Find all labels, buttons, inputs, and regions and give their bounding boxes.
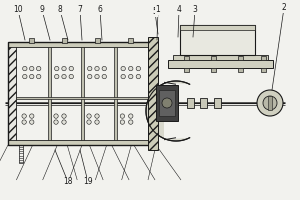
Bar	[113, 47, 116, 140]
Bar	[156, 85, 178, 121]
Polygon shape	[146, 81, 190, 141]
Text: 9: 9	[40, 5, 44, 15]
Text: 18: 18	[63, 178, 73, 186]
Bar	[168, 60, 273, 68]
Bar	[187, 98, 194, 108]
Bar	[214, 98, 221, 108]
Text: 6: 6	[98, 5, 102, 15]
Circle shape	[102, 66, 106, 71]
Circle shape	[263, 96, 277, 110]
Circle shape	[87, 120, 91, 124]
Circle shape	[22, 114, 26, 118]
Circle shape	[37, 74, 41, 79]
Bar	[16, 97, 148, 99]
Circle shape	[95, 66, 99, 71]
Bar	[8, 42, 16, 145]
Circle shape	[22, 120, 26, 124]
Circle shape	[88, 74, 92, 79]
Text: 4: 4	[177, 5, 182, 15]
Bar	[62, 38, 67, 43]
Text: 3: 3	[193, 5, 197, 15]
Bar	[47, 47, 50, 140]
Circle shape	[102, 74, 106, 79]
Bar	[211, 56, 215, 60]
Circle shape	[69, 66, 74, 71]
Circle shape	[95, 120, 99, 124]
Circle shape	[87, 114, 91, 118]
Bar	[159, 90, 175, 116]
Circle shape	[55, 66, 59, 71]
Text: 1: 1	[156, 5, 161, 15]
Text: 8: 8	[58, 5, 62, 15]
Bar	[148, 42, 156, 145]
Text: 7: 7	[78, 5, 82, 15]
Bar	[128, 38, 133, 43]
Circle shape	[37, 66, 41, 71]
Bar	[8, 42, 156, 145]
Circle shape	[129, 66, 133, 71]
Circle shape	[257, 90, 283, 116]
Circle shape	[95, 114, 99, 118]
Circle shape	[54, 120, 58, 124]
Circle shape	[121, 74, 125, 79]
Bar	[200, 98, 207, 108]
Bar	[29, 38, 34, 43]
Circle shape	[129, 120, 133, 124]
Circle shape	[136, 66, 140, 71]
Circle shape	[62, 66, 66, 71]
Circle shape	[29, 66, 34, 71]
Bar	[184, 56, 188, 60]
Bar	[148, 37, 158, 150]
Circle shape	[62, 114, 66, 118]
Circle shape	[129, 114, 133, 118]
Bar	[211, 68, 215, 72]
Bar	[184, 68, 188, 72]
Circle shape	[55, 74, 59, 79]
Bar	[260, 56, 266, 60]
Text: 5: 5	[153, 7, 158, 17]
Circle shape	[54, 114, 58, 118]
Circle shape	[120, 120, 124, 124]
Bar	[173, 55, 268, 60]
Circle shape	[162, 98, 172, 108]
Text: 2: 2	[282, 3, 286, 12]
Bar	[260, 68, 266, 72]
Text: 10: 10	[13, 5, 23, 15]
Circle shape	[29, 114, 34, 118]
Circle shape	[95, 74, 99, 79]
Bar	[238, 68, 242, 72]
Circle shape	[69, 74, 74, 79]
Bar	[8, 42, 156, 47]
Circle shape	[136, 74, 140, 79]
Circle shape	[62, 120, 66, 124]
Circle shape	[62, 74, 66, 79]
Circle shape	[121, 66, 125, 71]
Bar	[19, 145, 23, 163]
Bar	[95, 38, 100, 43]
Circle shape	[29, 74, 34, 79]
Bar	[8, 140, 156, 145]
Circle shape	[120, 114, 124, 118]
Circle shape	[22, 74, 27, 79]
Bar	[238, 56, 242, 60]
Circle shape	[22, 66, 27, 71]
Circle shape	[29, 120, 34, 124]
Bar	[268, 96, 272, 110]
Circle shape	[88, 66, 92, 71]
Bar	[80, 47, 83, 140]
Bar	[180, 25, 255, 55]
Bar	[180, 25, 255, 30]
Text: 19: 19	[83, 178, 93, 186]
Circle shape	[129, 74, 133, 79]
